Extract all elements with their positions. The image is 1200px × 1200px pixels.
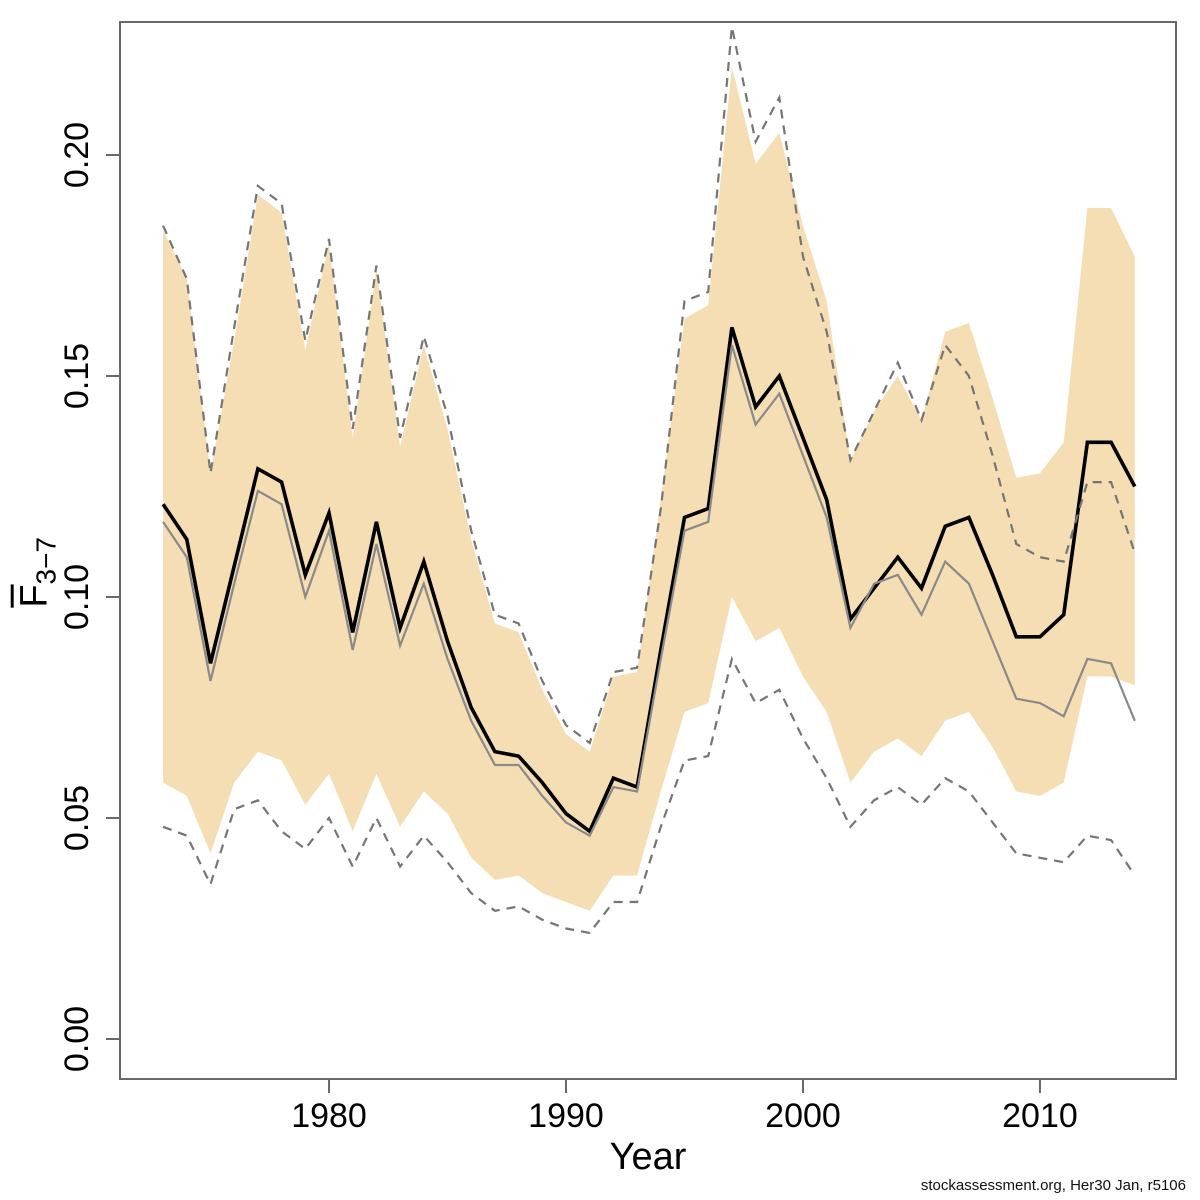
y-axis-title-subscript: 3−7 <box>30 536 62 585</box>
plot-border <box>119 21 1177 1080</box>
y-axis-title-main: F <box>13 584 56 608</box>
outer-ci-upper-line <box>162 26 1136 745</box>
y-tick-label: 0.10 <box>58 564 96 630</box>
y-tick-label: 0.05 <box>58 785 96 851</box>
comparison-run-estimate-line <box>162 344 1136 838</box>
y-tick-label: 0.20 <box>58 122 96 188</box>
fbar-estimate-line <box>161 326 1137 835</box>
y-tick-label: 0.15 <box>58 343 96 409</box>
x-tick-label: 2010 <box>1002 1097 1078 1135</box>
x-tick-label: 2000 <box>765 1097 841 1135</box>
watermark: stockassessment.org, Her30 Jan, r5106 <box>920 1177 1186 1194</box>
x-axis-title-text: Year <box>609 1136 687 1178</box>
x-tick-label: 1990 <box>528 1097 604 1135</box>
y-axis-title: F3−7 <box>14 472 63 672</box>
x-axis-title: Year <box>0 1136 1200 1179</box>
outer-ci-lower-line <box>162 655 1136 935</box>
y-tick-label: 0.00 <box>58 1006 96 1072</box>
x-tick-label: 1980 <box>291 1097 367 1135</box>
confidence-band <box>163 66 1135 911</box>
